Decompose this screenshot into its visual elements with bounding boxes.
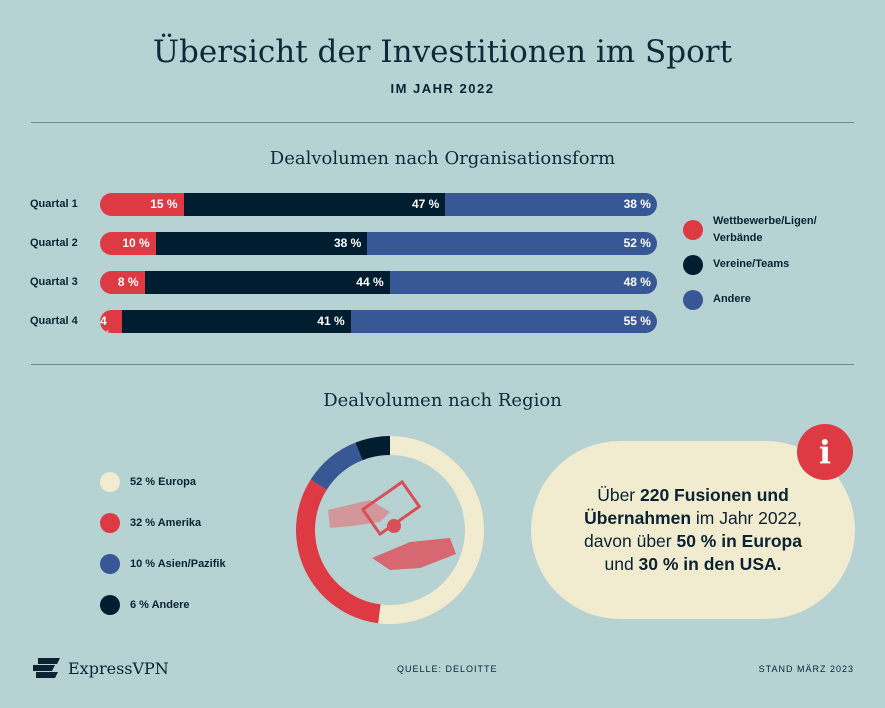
category-label: Quartal 2 — [30, 237, 78, 249]
legend-item: Vereine/Teams — [683, 247, 833, 282]
page-title: Übersicht der Investitionen im Sport — [152, 34, 733, 70]
info-text-part: und — [604, 554, 639, 574]
page-subtitle: IM JAHR 2022 — [390, 81, 495, 96]
data-label: 15 % — [150, 197, 178, 211]
info-text-part: davon über — [584, 531, 677, 551]
legend-label: 32 % Amerika — [130, 516, 202, 529]
info-icon: i — [797, 424, 853, 480]
money-hands-icon — [328, 479, 456, 570]
info-text: Über 220 Fusionen und Übernahmen im Jahr … — [584, 484, 802, 576]
legend-dot — [683, 289, 703, 310]
legend-item: 6 % Andere — [100, 584, 226, 625]
bar-segment: 48 % — [389, 271, 657, 294]
bar-segment: 52 % — [367, 232, 657, 255]
legend-label: 6 % Andere — [130, 598, 190, 611]
data-label: 38 % — [623, 197, 651, 211]
legend-label: Vereine/Teams — [713, 258, 790, 270]
data-label: 10 % — [122, 236, 150, 250]
legend-dot — [683, 219, 703, 240]
legend-dot — [100, 594, 120, 615]
info-text-part: Übernahmen — [584, 508, 692, 528]
donut-chart-title: Dealvolumen nach Region — [323, 390, 562, 411]
data-label: 48 % — [623, 275, 651, 289]
legend-label: 52 % Europa — [130, 475, 197, 488]
data-label: 38 % — [333, 236, 362, 250]
data-label: 55 % — [623, 314, 651, 328]
bar-legend: Wettbewerbe/Ligen/ Verbände Vereine/Teams… — [683, 212, 833, 317]
legend-label: Wettbewerbe/Ligen/ Verbände — [713, 214, 817, 244]
data-label: 47 % — [411, 197, 440, 211]
legend-dot — [683, 254, 703, 275]
category-label: Quartal 4 — [30, 315, 78, 327]
legend-dot — [100, 512, 120, 533]
donut-legend: 52 % Europa 32 % Amerika 10 % Asien/Pazifi… — [100, 461, 226, 625]
data-label: 52 % — [623, 236, 651, 250]
bar-segment: 38 % — [445, 193, 657, 216]
bar-segment: 10 % — [100, 232, 156, 255]
bar-segment: 47 % — [183, 193, 446, 216]
info-text-part: im Jahr 2022, — [691, 508, 802, 528]
donut-slice — [295, 479, 381, 624]
brand-name: ExpressVPN — [68, 658, 169, 678]
bar-segment: 15 % — [100, 193, 184, 216]
legend-label: Andere — [713, 293, 751, 305]
date-note: STAND MÄRZ 2023 — [758, 664, 854, 674]
bar-segment: 38 % — [155, 232, 368, 255]
info-text-part: 30 % in den USA. — [638, 554, 782, 574]
donut-slice — [378, 436, 484, 624]
legend-item: 32 % Amerika — [100, 502, 226, 543]
legend-dot — [100, 471, 120, 492]
donut-slice — [355, 436, 390, 461]
donut-slice — [310, 442, 363, 490]
bar-row: 10 % 38 % 52 % — [100, 232, 657, 255]
bar-segment: 8 % — [100, 271, 145, 294]
bar-row: 8 % 44 % 48 % — [100, 271, 657, 294]
legend-item: 52 % Europa — [100, 461, 226, 502]
info-text-part: 50 % in Europa — [676, 531, 802, 551]
bar-segment: 41 % — [122, 310, 351, 333]
bar-row: 15 % 47 % 38 % — [100, 193, 657, 216]
info-text-part: 220 Fusionen und — [640, 485, 789, 505]
info-callout: Über 220 Fusionen und Übernahmen im Jahr … — [531, 441, 855, 619]
divider — [31, 364, 854, 365]
bar-segment: 4 % — [100, 310, 123, 333]
category-label: Quartal 1 — [30, 198, 78, 210]
legend-label: 10 % Asien/Pazifik — [130, 557, 226, 570]
data-label: 41 % — [317, 314, 345, 328]
bar-chart-title: Dealvolumen nach Organisationsform — [269, 148, 616, 169]
category-label: Quartal 3 — [30, 276, 78, 288]
expressvpn-logo-icon — [33, 658, 60, 678]
legend-dot — [100, 553, 120, 574]
source-note: QUELLE: DELOITTE — [397, 664, 498, 674]
info-text-part: Über — [597, 485, 640, 505]
legend-item: Andere — [683, 282, 833, 317]
data-label: 8 % — [117, 275, 139, 289]
donut-chart — [295, 436, 484, 624]
bar-segment: 55 % — [350, 310, 657, 333]
legend-item: Wettbewerbe/Ligen/ Verbände — [683, 212, 833, 247]
data-label: 44 % — [356, 275, 384, 289]
bar-row: 4 % 41 % 55 % — [100, 310, 657, 333]
brand-logo: ExpressVPN — [30, 656, 169, 680]
bar-segment: 44 % — [144, 271, 390, 294]
legend-item: 10 % Asien/Pazifik — [100, 543, 226, 584]
divider — [31, 122, 854, 123]
data-label: 4 % — [100, 314, 111, 333]
